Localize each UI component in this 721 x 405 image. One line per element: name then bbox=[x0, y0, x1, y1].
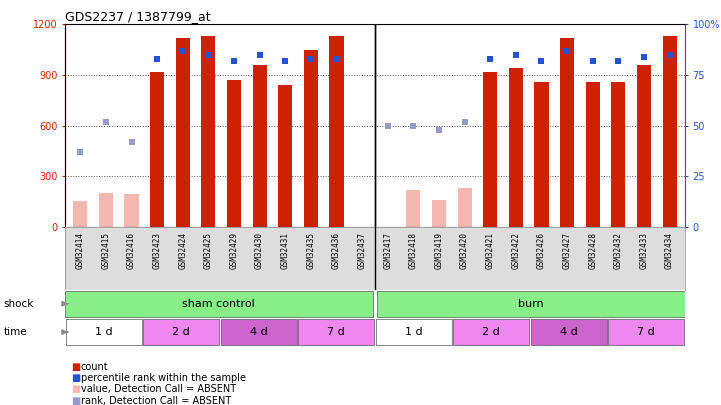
Bar bbox=[611, 82, 625, 227]
Text: 4 d: 4 d bbox=[249, 327, 267, 337]
Text: GSM32437: GSM32437 bbox=[358, 232, 366, 269]
Text: GSM32435: GSM32435 bbox=[306, 232, 315, 269]
Text: percentile rank within the sample: percentile rank within the sample bbox=[81, 373, 246, 383]
Bar bbox=[278, 85, 292, 227]
Bar bbox=[483, 72, 497, 227]
Text: 2 d: 2 d bbox=[172, 327, 190, 337]
Text: GSM32425: GSM32425 bbox=[204, 232, 213, 269]
Text: GSM32428: GSM32428 bbox=[588, 232, 597, 269]
Text: GSM32427: GSM32427 bbox=[562, 232, 572, 269]
Text: shock: shock bbox=[4, 299, 34, 309]
Text: count: count bbox=[81, 362, 108, 371]
Text: ■: ■ bbox=[71, 384, 80, 394]
Bar bbox=[298, 319, 374, 345]
Text: GSM32414: GSM32414 bbox=[76, 232, 85, 269]
Bar bbox=[65, 291, 373, 317]
Bar bbox=[99, 193, 113, 227]
Text: time: time bbox=[4, 327, 27, 337]
Bar bbox=[176, 38, 190, 227]
Bar bbox=[227, 80, 241, 227]
Text: burn: burn bbox=[518, 299, 544, 309]
Text: GSM32418: GSM32418 bbox=[409, 232, 418, 269]
Bar bbox=[585, 82, 600, 227]
Bar bbox=[74, 202, 87, 227]
Bar bbox=[531, 319, 607, 345]
Bar bbox=[201, 36, 216, 227]
Bar bbox=[376, 319, 452, 345]
Bar bbox=[252, 65, 267, 227]
Text: GSM32417: GSM32417 bbox=[384, 232, 392, 269]
Text: GDS2237 / 1387799_at: GDS2237 / 1387799_at bbox=[65, 10, 211, 23]
Bar bbox=[407, 190, 420, 227]
Text: GSM32416: GSM32416 bbox=[127, 232, 136, 269]
Bar bbox=[560, 38, 574, 227]
Text: GSM32422: GSM32422 bbox=[511, 232, 521, 269]
Text: 1 d: 1 d bbox=[95, 327, 112, 337]
Text: ■: ■ bbox=[71, 396, 80, 405]
Bar bbox=[150, 72, 164, 227]
Text: 4 d: 4 d bbox=[559, 327, 578, 337]
Text: 7 d: 7 d bbox=[327, 327, 345, 337]
Text: GSM32430: GSM32430 bbox=[255, 232, 264, 269]
Bar bbox=[125, 194, 138, 227]
Bar bbox=[608, 319, 684, 345]
Bar bbox=[432, 200, 446, 227]
Text: GSM32431: GSM32431 bbox=[280, 232, 290, 269]
Bar bbox=[534, 82, 549, 227]
Text: ■: ■ bbox=[71, 362, 80, 371]
Text: GSM32415: GSM32415 bbox=[102, 232, 110, 269]
Text: GSM32420: GSM32420 bbox=[460, 232, 469, 269]
Bar bbox=[221, 319, 297, 345]
Text: GSM32432: GSM32432 bbox=[614, 232, 623, 269]
Text: value, Detection Call = ABSENT: value, Detection Call = ABSENT bbox=[81, 384, 236, 394]
Bar bbox=[458, 193, 472, 227]
Text: ■: ■ bbox=[71, 373, 80, 383]
Bar bbox=[304, 50, 318, 227]
Text: GSM32426: GSM32426 bbox=[537, 232, 546, 269]
Bar bbox=[432, 202, 446, 227]
Bar bbox=[663, 36, 676, 227]
Text: GSM32423: GSM32423 bbox=[153, 232, 162, 269]
Bar bbox=[407, 195, 420, 227]
Text: 7 d: 7 d bbox=[637, 327, 655, 337]
Text: GSM32436: GSM32436 bbox=[332, 232, 341, 269]
Bar bbox=[509, 68, 523, 227]
Text: GSM32434: GSM32434 bbox=[665, 232, 674, 269]
Text: GSM32424: GSM32424 bbox=[178, 232, 187, 269]
Text: 2 d: 2 d bbox=[482, 327, 500, 337]
Bar bbox=[453, 319, 529, 345]
Text: GSM32419: GSM32419 bbox=[435, 232, 443, 269]
Bar bbox=[458, 188, 472, 227]
Bar bbox=[377, 291, 685, 317]
Bar bbox=[66, 319, 142, 345]
Text: GSM32429: GSM32429 bbox=[229, 232, 239, 269]
Bar bbox=[637, 65, 651, 227]
Text: GSM32433: GSM32433 bbox=[640, 232, 648, 269]
Text: rank, Detection Call = ABSENT: rank, Detection Call = ABSENT bbox=[81, 396, 231, 405]
Bar bbox=[329, 36, 343, 227]
Text: 1 d: 1 d bbox=[405, 327, 423, 337]
Text: sham control: sham control bbox=[182, 299, 255, 309]
Bar bbox=[143, 319, 219, 345]
Text: GSM32421: GSM32421 bbox=[486, 232, 495, 269]
